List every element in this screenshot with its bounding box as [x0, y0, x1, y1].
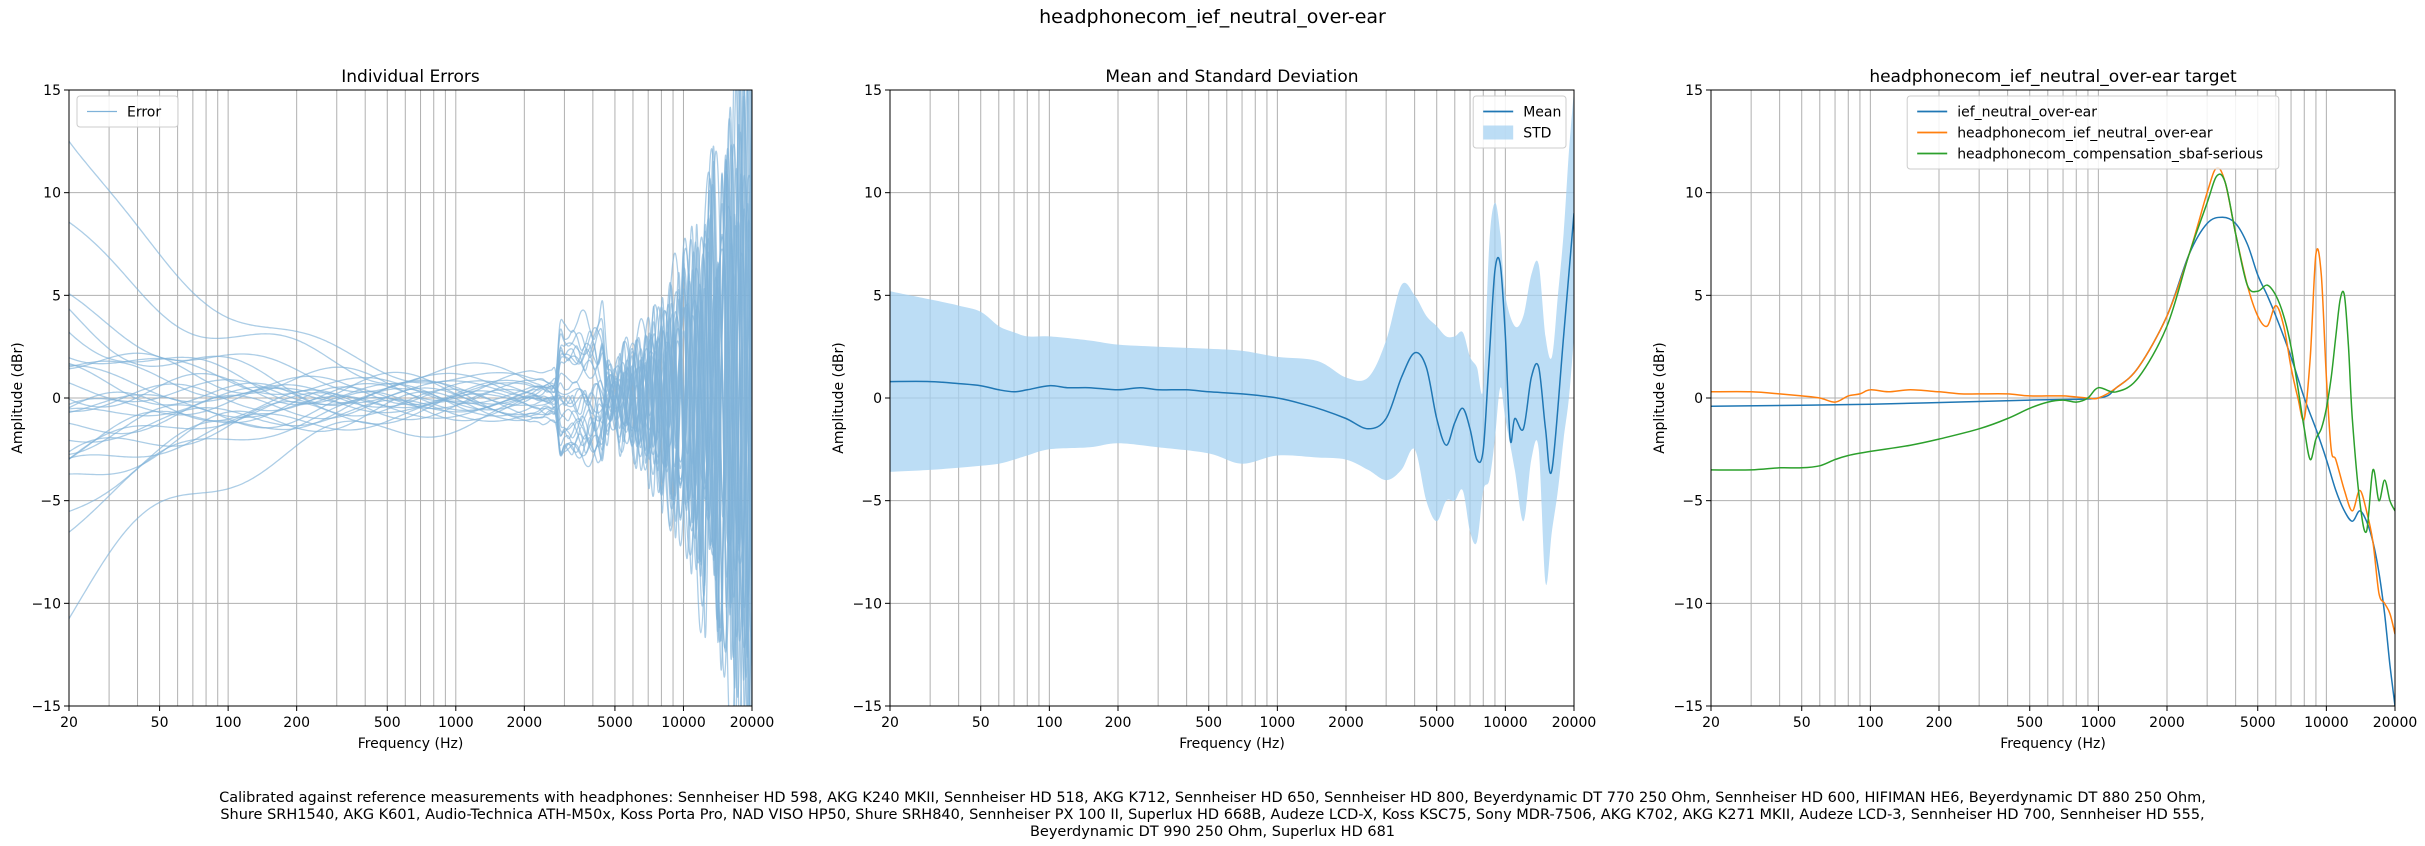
- y-axis-label: Amplitude (dBr): [1652, 342, 1668, 453]
- x-tick-label: 200: [283, 715, 310, 731]
- legend-label: headphonecom_ief_neutral_over-ear: [1957, 126, 2213, 142]
- chart-panel-2: 20 50 100 200 500 1000 2000 5000 10000 20000−15−1…: [831, 67, 1596, 752]
- x-tick-label: 50: [972, 715, 990, 731]
- figure-title: headphonecom_ief_neutral_over-ear: [1039, 6, 1386, 28]
- legend-box: [76, 95, 179, 128]
- x-tick-label: 1000: [1260, 715, 1296, 731]
- y-tick-label: 0: [1694, 391, 1703, 407]
- x-tick-label: 100: [1857, 715, 1884, 731]
- error-curve: [69, 229, 752, 546]
- y-tick-label: −10: [1673, 596, 1703, 612]
- x-tick-label: 5000: [597, 715, 633, 731]
- legend-label: STD: [1523, 126, 1551, 142]
- x-tick-label: 100: [215, 715, 242, 731]
- x-tick-label: 500: [2016, 715, 2043, 731]
- legend-label: Mean: [1523, 105, 1561, 121]
- x-tick-label: 500: [374, 715, 401, 731]
- y-axis-label: Amplitude (dBr): [831, 342, 847, 453]
- calibration-caption: Calibrated against reference measurement…: [0, 790, 2425, 841]
- x-tick-label: 50: [1793, 715, 1811, 731]
- x-tick-label: 10000: [2304, 715, 2349, 731]
- legend-box: [1906, 95, 2280, 170]
- std-band: [890, 90, 1574, 586]
- y-tick-label: −10: [31, 596, 61, 612]
- x-tick-label: 10000: [1483, 715, 1528, 731]
- legend: Error: [76, 95, 179, 128]
- y-tick-label: 5: [873, 288, 882, 304]
- target-curve-1: [1711, 216, 2395, 706]
- plot-area: [1711, 166, 2395, 706]
- error-curve: [69, 90, 752, 698]
- x-tick-label: 20: [881, 715, 899, 731]
- chart-title: Individual Errors: [341, 67, 480, 87]
- x-tick-label: 1000: [438, 715, 474, 731]
- error-curve: [69, 208, 752, 604]
- x-tick-label: 2000: [507, 715, 543, 731]
- plot-area: [69, 90, 752, 706]
- x-axis-label: Frequency (Hz): [2000, 736, 2106, 752]
- x-tick-label: 200: [1926, 715, 1953, 731]
- y-tick-label: −5: [40, 494, 61, 510]
- error-curve: [69, 90, 751, 706]
- grid-lines: [1711, 90, 2395, 706]
- y-tick-label: 15: [864, 83, 882, 99]
- chart-panel-3: 20 50 100 200 500 1000 2000 5000 10000 20000−15−1…: [1652, 67, 2417, 752]
- chart-title: headphonecom_ief_neutral_over-ear target: [1869, 67, 2237, 87]
- y-tick-label: −15: [31, 699, 61, 715]
- error-curve: [69, 90, 752, 678]
- y-tick-label: 15: [43, 83, 61, 99]
- x-tick-label: 20: [1702, 715, 1720, 731]
- x-tick-label: 50: [151, 715, 169, 731]
- y-tick-label: 15: [1685, 83, 1703, 99]
- chart-panel-1: 20 50 100 200 500 1000 2000 5000 10000 20000−15−1…: [10, 67, 775, 752]
- x-tick-label: 2000: [1328, 715, 1364, 731]
- caption-line-1: Calibrated against reference measurement…: [219, 790, 2206, 806]
- y-tick-label: 0: [873, 391, 882, 407]
- y-tick-label: −5: [861, 494, 882, 510]
- target-curve-3: [1711, 173, 2395, 534]
- error-curve: [69, 90, 752, 681]
- error-curve: [69, 213, 752, 628]
- x-tick-label: 200: [1105, 715, 1132, 731]
- legend-label: headphonecom_compensation_sbaf-serious: [1957, 147, 2263, 163]
- x-tick-label: 5000: [1419, 715, 1455, 731]
- y-tick-label: −15: [1673, 699, 1703, 715]
- x-axis-label: Frequency (Hz): [1179, 736, 1285, 752]
- legend-label: Error: [127, 105, 161, 121]
- legend: Mean STD: [1472, 95, 1567, 149]
- mean-curve: [890, 213, 1574, 474]
- y-tick-label: 10: [43, 186, 61, 202]
- x-tick-label: 500: [1195, 715, 1222, 731]
- error-curve: [69, 90, 750, 706]
- x-tick-label: 2000: [2149, 715, 2185, 731]
- caption-line-2: Shure SRH1540, AKG K601, Audio-Technica …: [220, 807, 2205, 823]
- x-tick-label: 1000: [2081, 715, 2117, 731]
- y-tick-label: 0: [52, 391, 61, 407]
- y-tick-label: 10: [864, 186, 882, 202]
- x-tick-label: 10000: [661, 715, 706, 731]
- error-curve: [69, 143, 752, 706]
- y-tick-label: 5: [1694, 288, 1703, 304]
- plot-area: [890, 90, 1574, 586]
- y-tick-label: −5: [1682, 494, 1703, 510]
- legend-swatch: [1483, 125, 1514, 140]
- x-tick-label: 5000: [2240, 715, 2276, 731]
- y-axis-label: Amplitude (dBr): [10, 342, 26, 453]
- legend-label: ief_neutral_over-ear: [1957, 105, 2097, 121]
- legend: ief_neutral_over-ear headphonecom_ief_neu…: [1906, 95, 2280, 170]
- x-tick-label: 20000: [2373, 715, 2418, 731]
- x-tick-label: 20: [60, 715, 78, 731]
- error-curve: [69, 90, 752, 706]
- y-tick-label: 10: [1685, 186, 1703, 202]
- x-tick-label: 20000: [730, 715, 775, 731]
- y-tick-label: 5: [52, 288, 61, 304]
- x-axis-label: Frequency (Hz): [358, 736, 464, 752]
- y-tick-label: −15: [852, 699, 882, 715]
- y-tick-label: −10: [852, 596, 882, 612]
- chart-title: Mean and Standard Deviation: [1105, 67, 1358, 87]
- x-tick-label: 20000: [1552, 715, 1597, 731]
- caption-line-3: Beyerdynamic DT 990 250 Ohm, Superlux HD…: [1029, 824, 1396, 840]
- x-tick-label: 100: [1036, 715, 1063, 731]
